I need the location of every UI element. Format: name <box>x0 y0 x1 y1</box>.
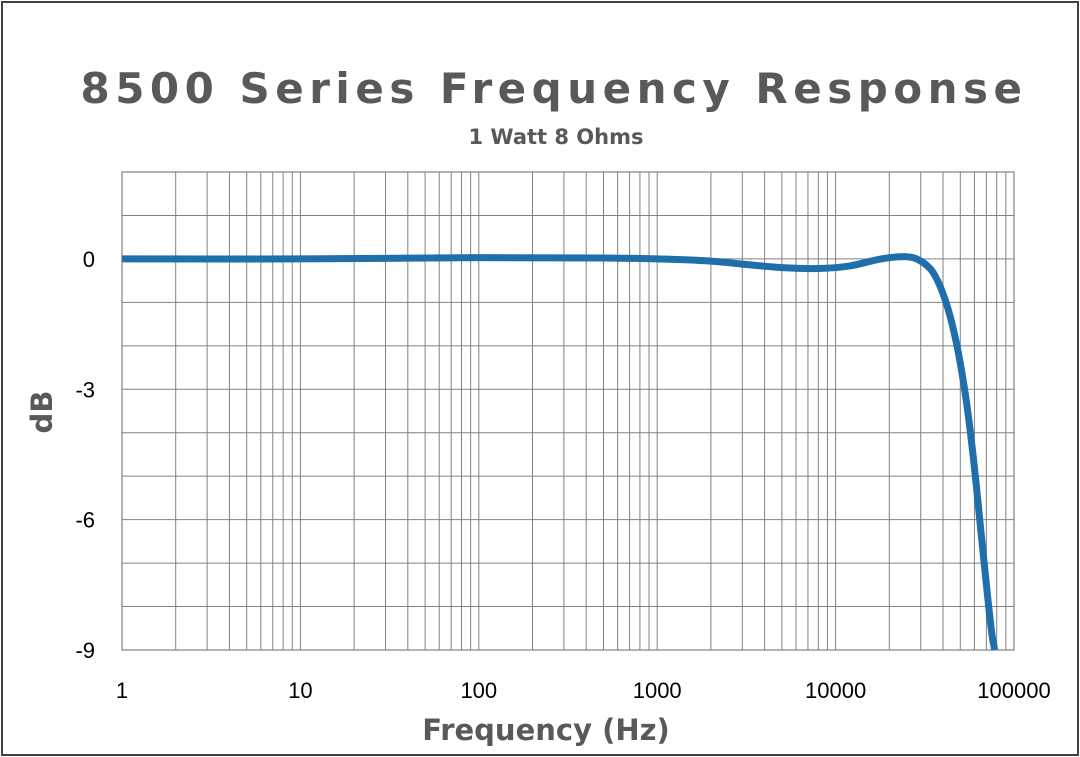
y-tick-label: -3 <box>75 377 95 402</box>
x-tick-label: 10000 <box>805 678 866 703</box>
x-tick-label: 100 <box>460 678 497 703</box>
y-tick-labels: 0 -3 -6 -9 <box>75 247 95 663</box>
x-tick-label: 100000 <box>977 678 1050 703</box>
x-tick-label: 1000 <box>633 678 682 703</box>
series-layer <box>121 253 999 651</box>
y-axis-title: dB <box>25 391 59 434</box>
chart-title: 8500 Series Frequency Response <box>80 64 1027 113</box>
y-tick-label: 0 <box>83 247 95 272</box>
plot-area-border <box>121 171 1015 651</box>
x-tick-labels: 1 10 100 1000 10000 100000 <box>116 678 1051 703</box>
grid <box>121 171 1015 651</box>
x-axis-title: Frequency (Hz) <box>422 713 670 747</box>
frequency-response-line <box>121 253 999 651</box>
x-tick-label: 10 <box>288 678 312 703</box>
chart-subtitle: 1 Watt 8 Ohms <box>468 125 643 149</box>
x-tick-label: 1 <box>116 678 128 703</box>
y-tick-label: -9 <box>75 638 95 663</box>
y-tick-label: -6 <box>75 508 95 533</box>
